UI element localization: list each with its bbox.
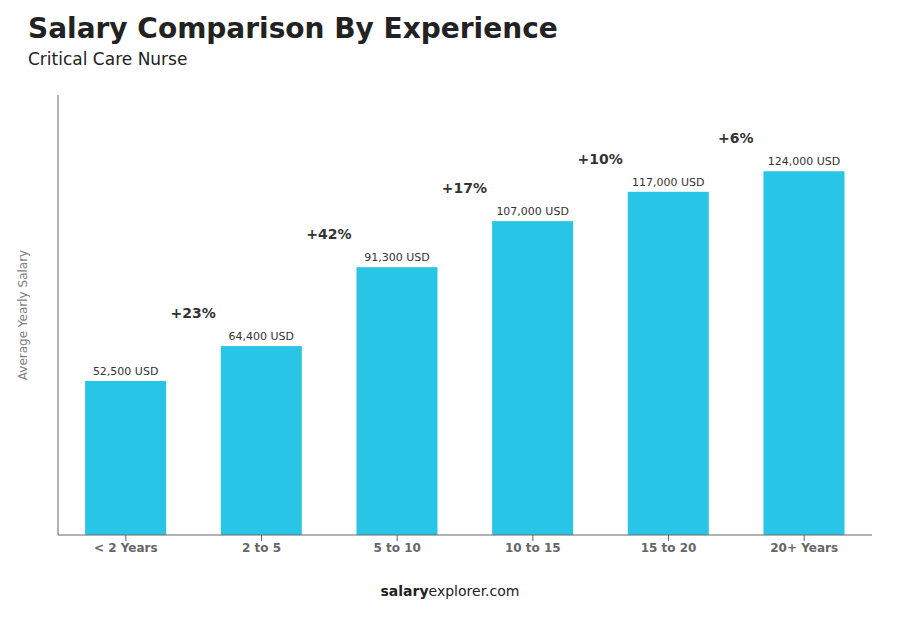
html-text:Salary Comparison By Experienc: Salary Comparison By Experience	[28, 12, 558, 45]
svg-text:+10%: +10%	[578, 151, 623, 167]
svg-text:20+ Years: 20+ Years	[770, 541, 838, 555]
svg-text:52,500 USD: 52,500 USD	[93, 365, 159, 378]
html-text:Critical Care Nurse: Critical Care Nurse	[28, 49, 188, 69]
svg-text:64,400 USD: 64,400 USD	[229, 330, 295, 343]
svg-text:+17%: +17%	[442, 180, 487, 196]
svg-text:Average Yearly Salary: Average Yearly Salary	[16, 250, 30, 380]
svg-text:+42%: +42%	[306, 226, 351, 242]
svg-text:15 to 20: 15 to 20	[641, 541, 697, 555]
svg-text:< 2 Years: < 2 Years	[94, 541, 158, 555]
svg-text:5 to 10: 5 to 10	[373, 541, 420, 555]
svg-text:107,000 USD: 107,000 USD	[496, 205, 569, 218]
svg-text:124,000 USD: 124,000 USD	[768, 155, 841, 168]
svg-text:91,300 USD: 91,300 USD	[364, 251, 430, 264]
svg-text:117,000 USD: 117,000 USD	[632, 176, 705, 189]
svg-text:+6%: +6%	[718, 130, 754, 146]
svg-text:+23%: +23%	[171, 305, 216, 321]
svg-text:2 to 5: 2 to 5	[242, 541, 281, 555]
svg-text:10 to 15: 10 to 15	[505, 541, 561, 555]
html-text:salary explorer.com: salary explorer.com	[380, 583, 520, 599]
